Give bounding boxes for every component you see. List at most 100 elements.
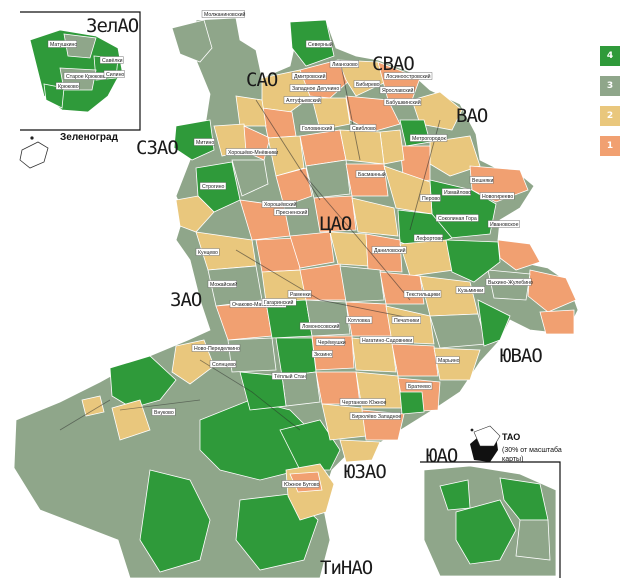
district-label-box [193, 138, 215, 146]
district-label-box [103, 70, 125, 78]
district-label-box [441, 188, 471, 196]
zelenograd-marker [19, 136, 49, 169]
district-label-text: Головинский [302, 125, 332, 132]
okrug-label-szao: СЗАО [136, 137, 178, 159]
district-label-text: Крюково [58, 84, 79, 90]
district-label-text: Даниловский [374, 247, 406, 254]
district-label: Чертаново Южное [339, 398, 387, 406]
district-label-text: Бабушкинский [386, 99, 421, 106]
district-label: Ломоносовский [299, 322, 340, 330]
district-label-box [435, 214, 479, 222]
district-label-box [261, 200, 297, 208]
district-label: Ново-Переделкино [191, 344, 241, 352]
legend-swatch-3: 3 [600, 76, 620, 96]
district-label-box [47, 40, 77, 48]
district-label-text: Солнцево [212, 362, 236, 368]
district-label: Пресненский [273, 208, 309, 216]
legend-swatch-2: 2 [600, 106, 620, 126]
district-label: Хорошёво-Мнёвники [225, 148, 278, 156]
district-label-text: Котловка [348, 318, 370, 324]
district-label: Перово [419, 194, 441, 202]
district-label-text: Западное Дегунино [292, 86, 339, 92]
district-label: Можайский [207, 280, 237, 288]
zelenograd-label: Зеленоград [60, 132, 118, 143]
district-label-text: Очаково-Матвеевское [232, 302, 286, 308]
district-label-text: Нагатино-Садовники [362, 338, 412, 344]
district-label: Строгино [199, 182, 227, 190]
district-labels: Молжаниновский Северный Лианозово Дмитровск… [47, 10, 533, 488]
district-label-text: Тёплый Стан [274, 373, 306, 380]
district-label-text: Раменки [290, 292, 311, 298]
district-label-text: Марьино [438, 358, 460, 364]
district-label-text: Ломоносовский [302, 323, 339, 330]
okrug-label-zao: ЗАО [170, 289, 202, 311]
district-label-text: Лефортово [416, 236, 443, 242]
okrug-label-yuvao: ЮВАО [500, 345, 542, 367]
district-label-box [289, 84, 341, 92]
district-label: Черёмушки [315, 338, 346, 346]
district-label-box [191, 344, 241, 352]
district-label-text: Старое Крюково [66, 74, 106, 80]
district-label-box [151, 408, 176, 416]
district-label-box [201, 10, 245, 18]
district-label-box [281, 480, 320, 488]
district-label-box [299, 322, 340, 330]
district-label-box [355, 170, 385, 178]
okrug-label-yuao: ЮАО [426, 445, 458, 467]
district-label: Тёплый Стан [271, 372, 307, 380]
district-label: Метрогородок [409, 134, 448, 142]
district-label-box [469, 176, 494, 184]
district-label: Печатники [391, 316, 421, 324]
district-label-box [261, 298, 297, 306]
tao-subtitle: (30% от масштаба карты) [502, 447, 562, 463]
district-label: Хорошёвский [261, 200, 297, 208]
district-label-box [409, 134, 448, 142]
district-label: Новогиреево [479, 192, 515, 200]
district-label-text: Бирюлёво Западное [352, 414, 401, 420]
district-label: Силино [103, 70, 125, 78]
district-label-box [305, 40, 333, 48]
district-label-box [209, 360, 237, 368]
district-label-box [419, 194, 441, 202]
district-label-box [455, 286, 485, 294]
district-label-box [311, 350, 333, 358]
district-label-box [315, 338, 345, 346]
district-label: Южное Бутово [281, 480, 320, 488]
district-label-text: Алтуфьевский [286, 97, 321, 104]
tao-inset [420, 425, 561, 578]
district-label: Северный [305, 40, 333, 48]
district-label: Бабушкинский [383, 98, 422, 106]
district-label-box [413, 234, 443, 242]
district-label-box [349, 412, 401, 420]
district-label: Лианозово [329, 60, 359, 68]
district-label: Раменки [287, 290, 312, 298]
district-label: Вешняки [469, 176, 494, 184]
district-label-text: Метрогородок [412, 136, 446, 142]
district-label-box [479, 192, 515, 200]
okrug-label-zelao: ЗелАО [86, 15, 139, 37]
district-label-text: Северный [308, 41, 333, 48]
district-label-box [353, 80, 381, 88]
district-label-box [379, 86, 415, 94]
okrug-label-vao: ВАО [456, 105, 488, 127]
district-label-text: Хорошёво-Мнёвники [228, 150, 278, 156]
district-label: Матушкино [47, 40, 77, 48]
district-label: Старое Крюково [63, 72, 107, 80]
district-label: Басманный [355, 170, 386, 178]
district-label: Головинский [299, 124, 335, 132]
district-label-text: Черёмушки [318, 340, 346, 346]
district-label-text: Хорошёвский [264, 201, 297, 208]
district-label-text: Кузьминки [458, 288, 483, 294]
district-label-text: Выхино-Жулебино [488, 280, 533, 286]
district-label-text: Пресненский [276, 209, 307, 216]
district-label: Алтуфьевский [283, 96, 322, 104]
district-label: Свиблово [349, 124, 377, 132]
district-label-text: Ново-Переделкино [194, 346, 240, 352]
district-label-text: Митино [196, 140, 214, 146]
district-label-text: Печатники [394, 318, 419, 324]
district-label-text: Лосиноостровский [386, 73, 431, 80]
district-label: Западное Дегунино [289, 84, 341, 92]
district-label-box [383, 98, 422, 106]
district-label: Зюзино [311, 350, 333, 358]
